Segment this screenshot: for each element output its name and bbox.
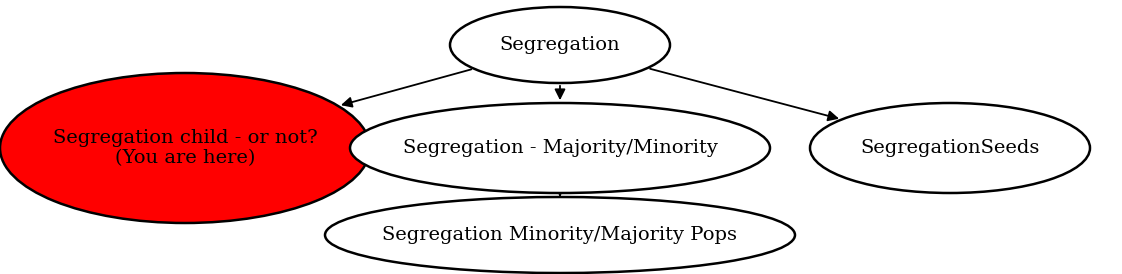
Text: Segregation child - or not?
(You are here): Segregation child - or not? (You are her…: [53, 129, 318, 167]
Ellipse shape: [350, 103, 770, 193]
Text: Segregation: Segregation: [499, 36, 620, 54]
Ellipse shape: [0, 73, 370, 223]
Ellipse shape: [810, 103, 1089, 193]
Text: Segregation - Majority/Minority: Segregation - Majority/Minority: [403, 139, 717, 157]
Text: Segregation Minority/Majority Pops: Segregation Minority/Majority Pops: [383, 226, 737, 244]
Text: SegregationSeeds: SegregationSeeds: [861, 139, 1040, 157]
Ellipse shape: [325, 197, 795, 273]
Ellipse shape: [450, 7, 670, 83]
